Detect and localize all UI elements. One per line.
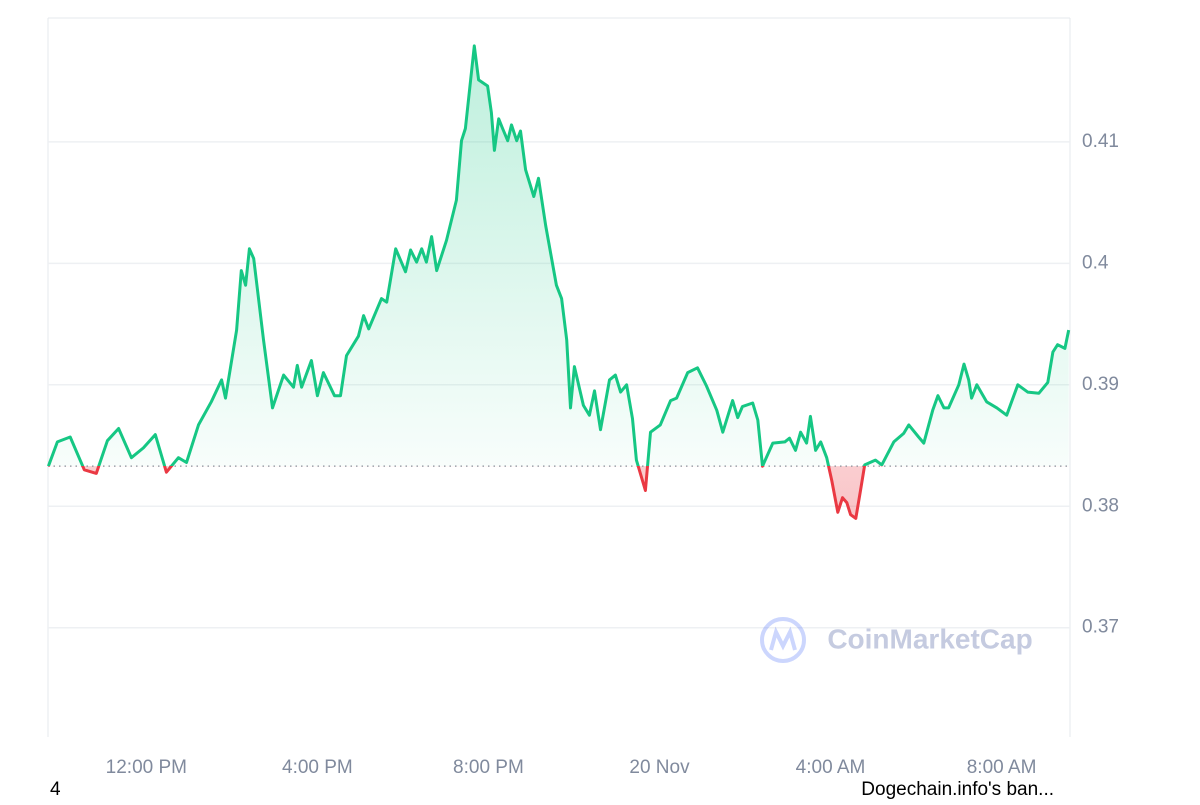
watermark: CoinMarketCap [827, 623, 1032, 654]
x-tick-label: 4:00 AM [796, 757, 866, 778]
x-tick-label: 8:00 PM [453, 757, 524, 778]
y-tick-label: 0.4 [1082, 252, 1109, 273]
footer-left: 4 [50, 779, 61, 800]
watermark-logo [760, 617, 806, 663]
y-tick-label: 0.39 [1082, 374, 1119, 395]
x-tick-label: 20 Nov [629, 757, 690, 778]
area [48, 45, 1069, 519]
y-tick-label: 0.37 [1082, 617, 1119, 638]
y-tick-label: 0.38 [1082, 495, 1119, 516]
x-tick-label: 4:00 PM [282, 757, 353, 778]
x-tick-label: 12:00 PM [106, 757, 187, 778]
y-tick-label: 0.41 [1082, 131, 1119, 152]
footer-right: Dogechain.info's ban... [861, 779, 1054, 800]
x-tick-label: 8:00 AM [967, 757, 1037, 778]
price-line [46, 44, 1071, 520]
